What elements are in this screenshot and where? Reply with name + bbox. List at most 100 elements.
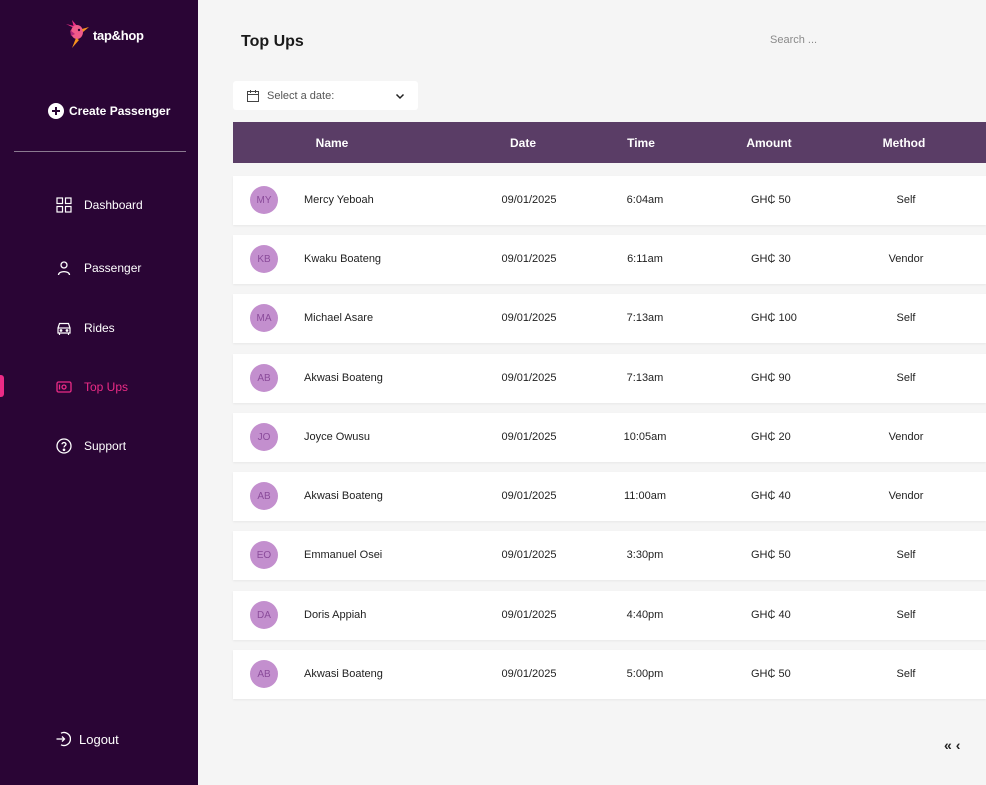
sidebar-item-label: Dashboard xyxy=(84,198,143,212)
cell-method: Self xyxy=(896,194,916,206)
car-icon xyxy=(57,322,71,335)
hummingbird-icon xyxy=(66,20,89,48)
logout-label: Logout xyxy=(79,731,119,747)
active-indicator xyxy=(0,375,4,397)
cell-name: Mercy Yeboah xyxy=(304,194,374,206)
cell-method: Self xyxy=(896,668,916,680)
logout-button[interactable]: Logout xyxy=(55,731,119,747)
cell-date: 09/01/2025 xyxy=(501,668,557,680)
cell-name: Akwasi Boateng xyxy=(304,490,383,502)
table-row[interactable]: AB Akwasi Boateng 09/01/2025 11:00am GH₵ 40 V… xyxy=(233,472,986,521)
cell-time: 7:13am xyxy=(626,372,664,384)
help-icon xyxy=(56,438,72,454)
brand-name: tap&hop xyxy=(93,27,144,43)
cell-name: Michael Asare xyxy=(304,312,374,324)
cell-name: Joyce Owusu xyxy=(304,431,371,443)
table-row[interactable]: MA Michael Asare 09/01/2025 7:13am GH₵ 100 Se… xyxy=(233,294,986,343)
cell-time: 7:13am xyxy=(626,312,664,324)
cell-method: Vendor xyxy=(888,253,924,265)
sidebar-item-top-ups[interactable]: Top Ups xyxy=(56,379,128,395)
avatar: MY xyxy=(250,186,278,214)
cell-name: Akwasi Boateng xyxy=(304,372,383,384)
cell-date: 09/01/2025 xyxy=(501,312,557,324)
table-row[interactable]: KB Kwaku Boateng 09/01/2025 6:11am GH₵ 30 Ven… xyxy=(233,235,986,284)
sidebar-item-label: Support xyxy=(84,439,127,453)
cell-name: Akwasi Boateng xyxy=(304,668,383,680)
cell-date: 09/01/2025 xyxy=(501,609,557,621)
grid-icon xyxy=(56,197,72,213)
cell-time: 11:00am xyxy=(624,490,666,502)
avatar: KB xyxy=(250,245,278,273)
date-filter-select[interactable]: Select a date: xyxy=(233,81,418,110)
cell-time: 6:04am xyxy=(626,194,664,206)
table-row[interactable]: JO Joyce Owusu 09/01/2025 10:05am GH₵ 20 Vend… xyxy=(233,413,986,462)
sidebar-item-dashboard[interactable]: Dashboard xyxy=(56,197,143,213)
cell-date: 09/01/2025 xyxy=(501,372,557,384)
table-row[interactable]: AB Akwasi Boateng 09/01/2025 7:13am GH₵ 90 Se… xyxy=(233,354,986,403)
brand-logo[interactable]: tap&hop xyxy=(62,16,144,50)
cell-method: Self xyxy=(896,312,916,324)
cell-amount: GH₵ 30 xyxy=(751,253,791,265)
cell-date: 09/01/2025 xyxy=(501,253,557,265)
date-filter-placeholder: Select a date: xyxy=(267,89,335,102)
cell-amount: GH₵ 50 xyxy=(751,194,791,206)
cell-amount: GH₵ 50 xyxy=(751,549,791,561)
cell-method: Self xyxy=(896,549,916,561)
cell-method: Self xyxy=(896,609,916,621)
cell-amount: GH₵ 90 xyxy=(751,372,791,384)
avatar: AB xyxy=(250,364,278,392)
cell-amount: GH₵ 100 xyxy=(751,312,797,324)
cell-method: Self xyxy=(896,372,916,384)
sidebar-item-label: Rides xyxy=(84,321,115,335)
table-header: Name Date Time Amount Method xyxy=(233,122,986,163)
search-input[interactable] xyxy=(770,30,970,50)
cell-amount: GH₵ 40 xyxy=(751,490,791,502)
sidebar-item-label: Passenger xyxy=(84,261,142,275)
avatar: MA xyxy=(250,304,278,332)
table-row[interactable]: AB Akwasi Boateng 09/01/2025 5:00pm GH₵ 50 Se… xyxy=(233,650,986,699)
calendar-icon xyxy=(247,89,259,102)
chevron-down-icon xyxy=(395,93,405,99)
column-header-time[interactable]: Time xyxy=(627,136,655,150)
sidebar-item-passenger[interactable]: Passenger xyxy=(56,260,141,276)
cell-method: Vendor xyxy=(888,431,924,443)
previous-page-button[interactable]: ‹ xyxy=(955,737,961,753)
cell-name: Emmanuel Osei xyxy=(304,549,383,561)
first-page-button[interactable]: « xyxy=(944,737,952,753)
plus-circle-icon xyxy=(48,103,64,119)
cell-method: Vendor xyxy=(888,490,924,502)
column-header-date[interactable]: Date xyxy=(509,136,537,150)
sidebar-item-label: Top Ups xyxy=(84,380,129,394)
cell-time: 3:30pm xyxy=(626,549,664,561)
logout-icon xyxy=(56,731,71,747)
cell-time: 10:05am xyxy=(623,431,667,443)
sidebar-divider xyxy=(14,151,186,152)
column-header-method[interactable]: Method xyxy=(882,136,926,150)
page-title: Top Ups xyxy=(241,33,304,50)
cell-amount: GH₵ 50 xyxy=(751,668,791,680)
cell-date: 09/01/2025 xyxy=(501,194,557,206)
wallet-icon xyxy=(56,381,72,393)
sidebar-item-rides[interactable]: Rides xyxy=(56,320,115,336)
cell-name: Doris Appiah xyxy=(304,609,367,621)
cell-time: 6:11am xyxy=(627,253,663,265)
cell-time: 5:00pm xyxy=(626,668,664,680)
create-passenger-button[interactable]: Create Passenger xyxy=(48,103,170,119)
cell-name: Kwaku Boateng xyxy=(304,253,382,265)
avatar: EO xyxy=(250,541,278,569)
cell-amount: GH₵ 20 xyxy=(751,431,791,443)
table-row[interactable]: MY Mercy Yeboah 09/01/2025 6:04am GH₵ 50 Self xyxy=(233,176,986,225)
pagination: « ‹ xyxy=(944,738,960,752)
create-passenger-label: Create Passenger xyxy=(69,104,171,118)
cell-time: 4:40pm xyxy=(626,609,664,621)
column-header-amount[interactable]: Amount xyxy=(746,136,792,150)
avatar: DA xyxy=(250,601,278,629)
table-row[interactable]: EO Emmanuel Osei 09/01/2025 3:30pm GH₵ 50 Sel… xyxy=(233,531,986,580)
avatar: AB xyxy=(250,660,278,688)
column-header-name[interactable]: Name xyxy=(315,136,349,150)
cell-date: 09/01/2025 xyxy=(501,549,557,561)
table-row[interactable]: DA Doris Appiah 09/01/2025 4:40pm GH₵ 40 Self xyxy=(233,591,986,640)
sidebar-item-support[interactable]: Support xyxy=(56,438,126,454)
user-icon xyxy=(57,261,71,276)
avatar: JO xyxy=(250,423,278,451)
